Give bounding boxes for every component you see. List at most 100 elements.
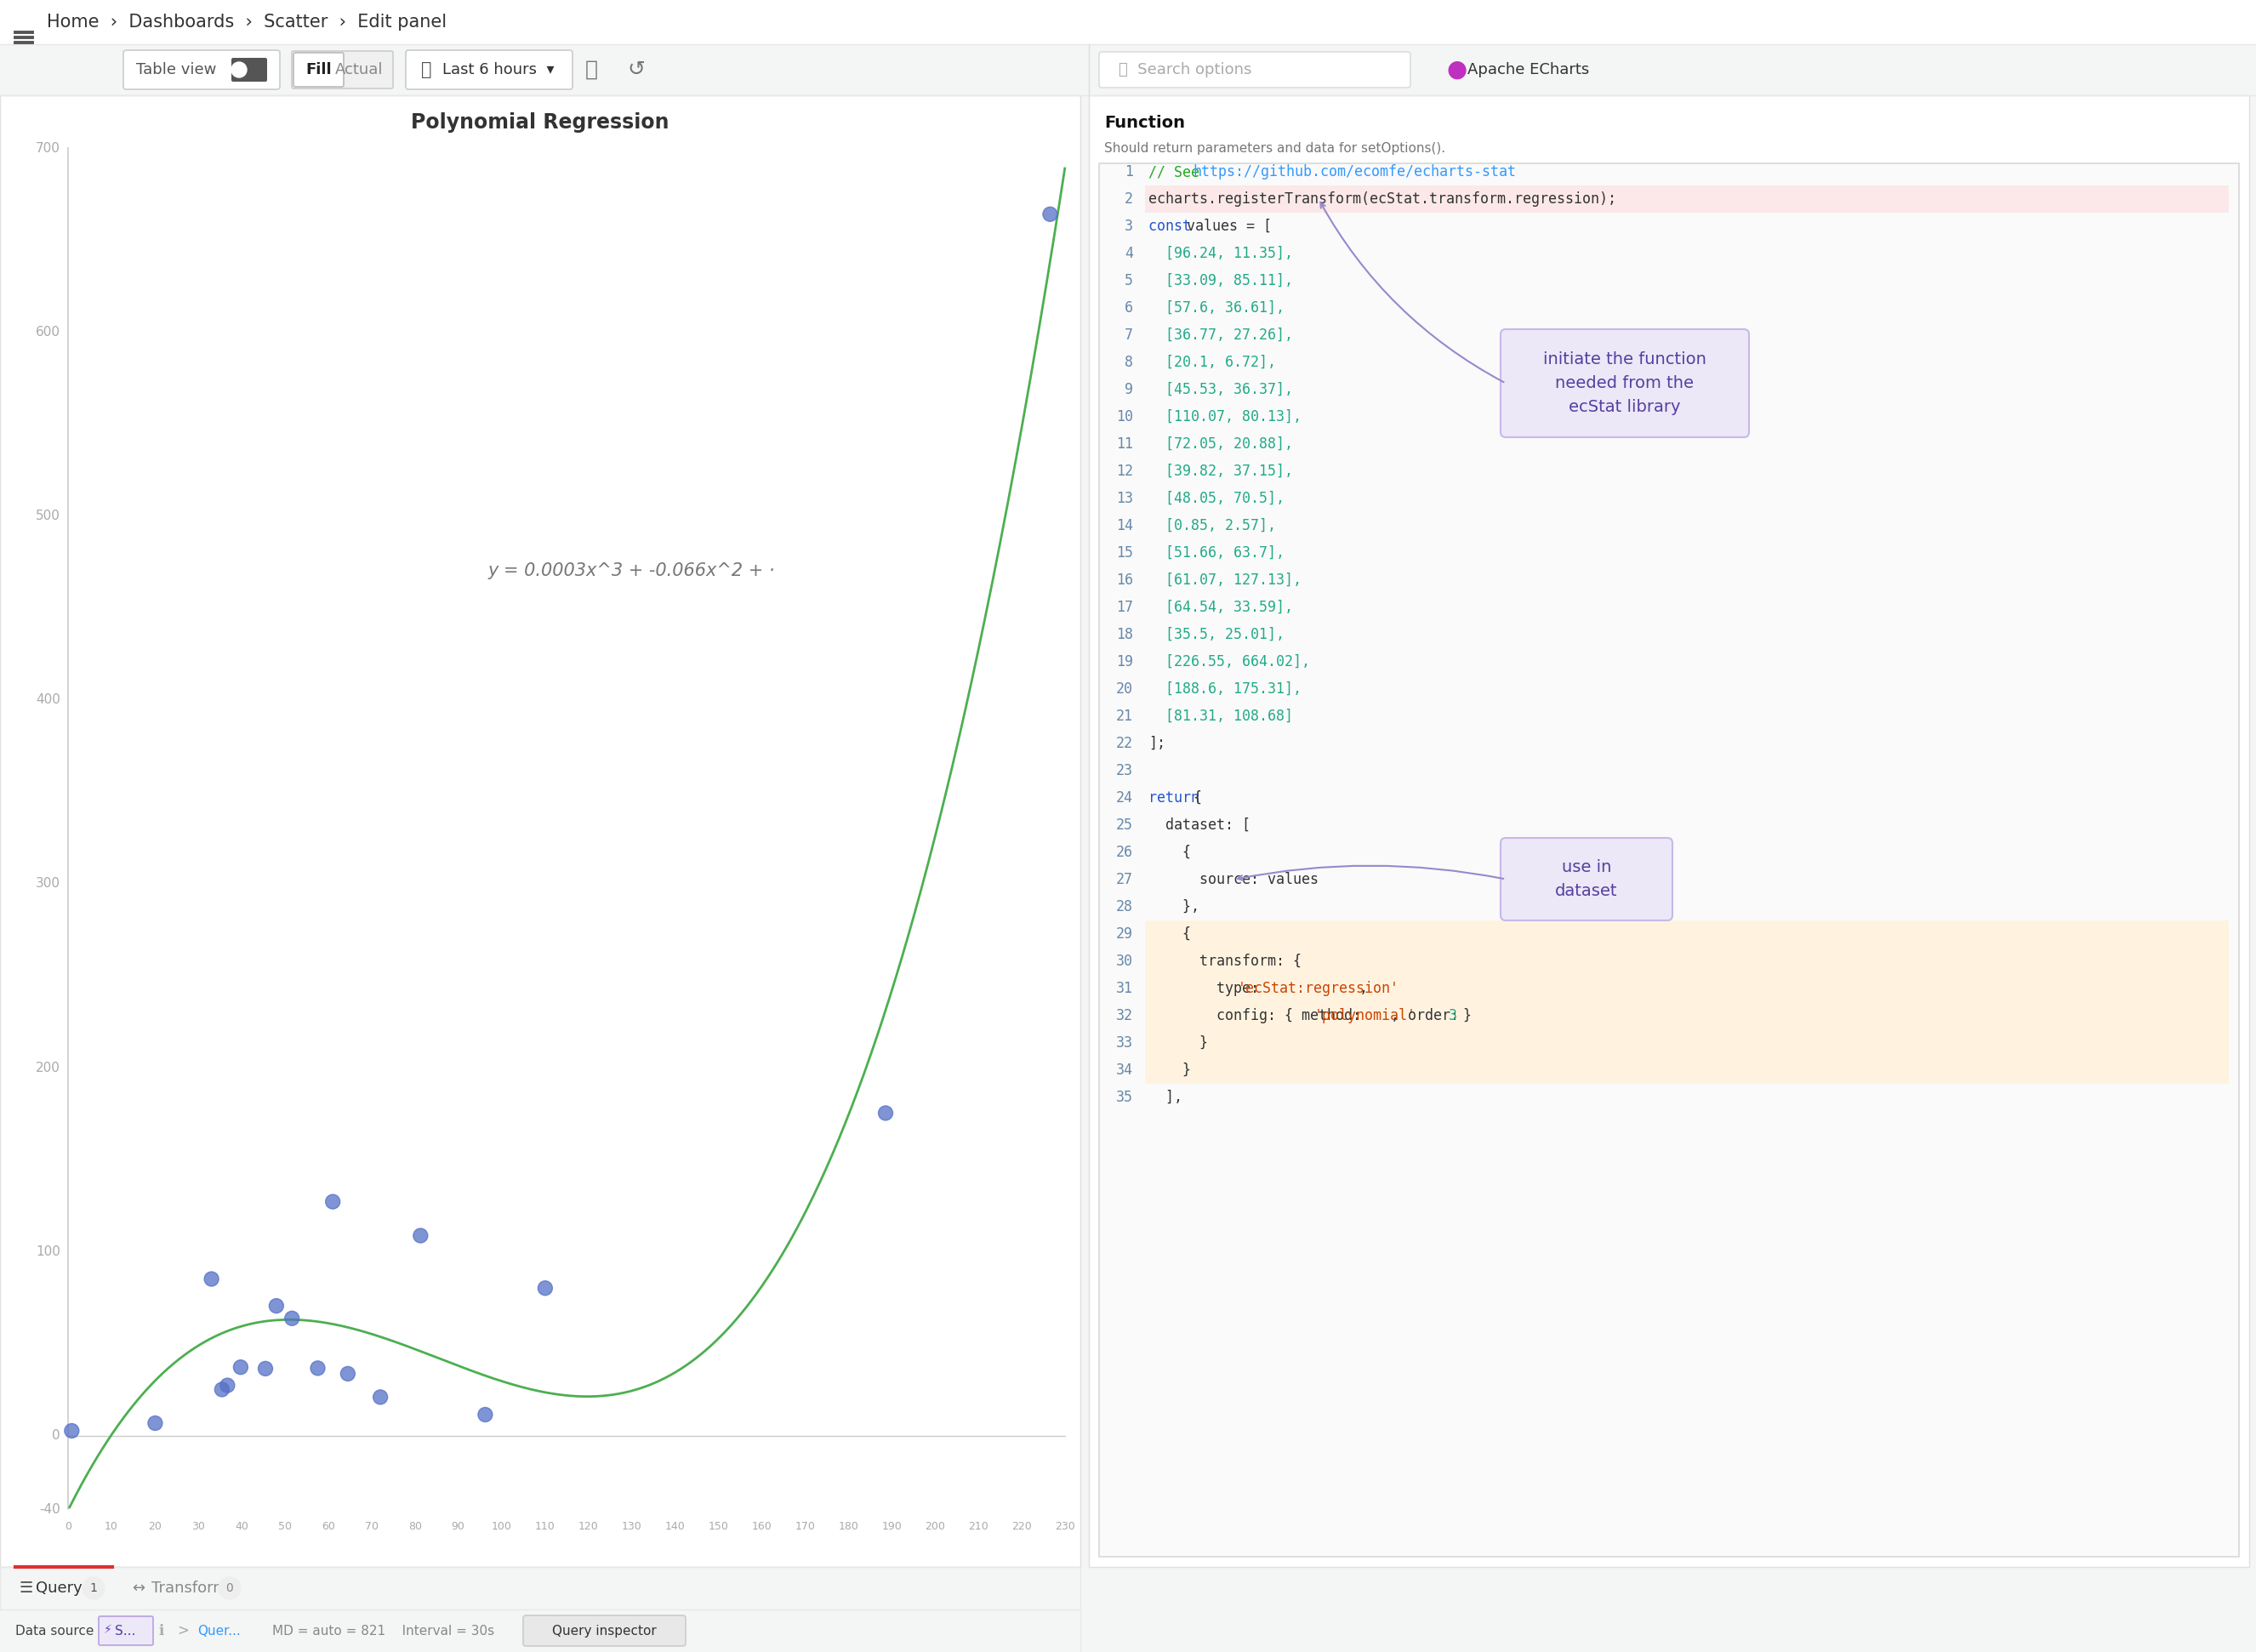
Circle shape bbox=[149, 1416, 162, 1431]
Circle shape bbox=[413, 1229, 429, 1242]
Text: Actual: Actual bbox=[334, 63, 384, 78]
Text: 210: 210 bbox=[968, 1521, 988, 1531]
Bar bbox=[1146, 1057, 2229, 1084]
Text: 🔍  Search options: 🔍 Search options bbox=[1119, 63, 1252, 78]
Text: 40: 40 bbox=[235, 1521, 248, 1531]
FancyBboxPatch shape bbox=[291, 51, 393, 89]
Circle shape bbox=[878, 1105, 893, 1120]
Text: 4: 4 bbox=[1123, 246, 1133, 261]
Circle shape bbox=[83, 1578, 104, 1599]
Text: MD = auto = 821    Interval = 30s: MD = auto = 821 Interval = 30s bbox=[273, 1624, 494, 1637]
Text: 31: 31 bbox=[1117, 981, 1133, 996]
Text: 'polynomial': 'polynomial' bbox=[1315, 1008, 1417, 1023]
FancyBboxPatch shape bbox=[124, 50, 280, 89]
Text: ℹ: ℹ bbox=[158, 1622, 165, 1639]
Text: Transform: Transform bbox=[151, 1581, 228, 1596]
Text: 17: 17 bbox=[1117, 600, 1133, 615]
Text: 16: 16 bbox=[1117, 573, 1133, 588]
Circle shape bbox=[1042, 206, 1058, 221]
Text: source: values: source: values bbox=[1148, 872, 1318, 887]
Circle shape bbox=[268, 1298, 284, 1313]
Text: S...: S... bbox=[115, 1624, 135, 1637]
Circle shape bbox=[257, 1361, 273, 1376]
Text: 22: 22 bbox=[1117, 735, 1133, 752]
Text: [72.05, 20.88],: [72.05, 20.88], bbox=[1148, 436, 1293, 451]
Bar bbox=[1146, 185, 2229, 213]
Text: [61.07, 127.13],: [61.07, 127.13], bbox=[1148, 573, 1302, 588]
Text: 180: 180 bbox=[839, 1521, 860, 1531]
Text: values = [: values = [ bbox=[1187, 218, 1272, 235]
FancyBboxPatch shape bbox=[99, 1616, 153, 1645]
Circle shape bbox=[372, 1389, 388, 1404]
Circle shape bbox=[232, 1360, 248, 1374]
Text: {: { bbox=[1193, 790, 1202, 806]
Text: ],: ], bbox=[1148, 1090, 1182, 1105]
Text: [226.55, 664.02],: [226.55, 664.02], bbox=[1148, 654, 1311, 669]
Text: [64.54, 33.59],: [64.54, 33.59], bbox=[1148, 600, 1293, 615]
Text: 25: 25 bbox=[1117, 818, 1133, 833]
FancyBboxPatch shape bbox=[293, 53, 343, 88]
Circle shape bbox=[325, 1194, 341, 1209]
Bar bbox=[1146, 1029, 2229, 1057]
Bar bbox=[0, 45, 2256, 96]
Circle shape bbox=[205, 1272, 219, 1287]
Text: {: { bbox=[1148, 844, 1191, 861]
Text: transform: {: transform: { bbox=[1148, 953, 1302, 970]
Text: use in
dataset: use in dataset bbox=[1554, 859, 1618, 899]
Bar bbox=[0, 96, 1081, 1568]
Text: >: > bbox=[176, 1622, 190, 1639]
Text: type:: type: bbox=[1148, 981, 1268, 996]
Text: 12: 12 bbox=[1117, 464, 1133, 479]
Text: 26: 26 bbox=[1117, 844, 1133, 861]
Text: 0: 0 bbox=[226, 1583, 232, 1594]
Text: }: } bbox=[1148, 1036, 1207, 1051]
Text: 13: 13 bbox=[1117, 491, 1133, 506]
Text: ];: ]; bbox=[1148, 735, 1166, 752]
Text: 170: 170 bbox=[794, 1521, 814, 1531]
Text: , order:: , order: bbox=[1392, 1008, 1466, 1023]
Text: 200: 200 bbox=[36, 1061, 61, 1074]
Text: [35.5, 25.01],: [35.5, 25.01], bbox=[1148, 628, 1284, 643]
Text: [110.07, 80.13],: [110.07, 80.13], bbox=[1148, 410, 1302, 425]
Text: 24: 24 bbox=[1117, 790, 1133, 806]
Text: [81.31, 108.68]: [81.31, 108.68] bbox=[1148, 709, 1293, 724]
Text: ☰: ☰ bbox=[18, 1581, 32, 1596]
Bar bbox=[1099, 164, 2238, 1556]
Text: 100: 100 bbox=[492, 1521, 512, 1531]
Circle shape bbox=[232, 63, 246, 78]
Text: ↔: ↔ bbox=[131, 1581, 144, 1596]
Text: Quer...: Quer... bbox=[196, 1624, 241, 1637]
Text: ,: , bbox=[1358, 981, 1367, 996]
FancyBboxPatch shape bbox=[1500, 838, 1672, 920]
Text: 11: 11 bbox=[1117, 436, 1133, 451]
Text: 28: 28 bbox=[1117, 899, 1133, 915]
Circle shape bbox=[219, 1578, 241, 1599]
FancyBboxPatch shape bbox=[406, 50, 573, 89]
Text: Home  ›  Dashboards  ›  Scatter  ›  Edit panel: Home › Dashboards › Scatter › Edit panel bbox=[47, 13, 447, 31]
Text: 230: 230 bbox=[1056, 1521, 1076, 1531]
Text: 90: 90 bbox=[451, 1521, 465, 1531]
Bar bbox=[0, 0, 2256, 45]
Text: 60: 60 bbox=[320, 1521, 334, 1531]
Text: dataset: [: dataset: [ bbox=[1148, 818, 1250, 833]
Text: [51.66, 63.7],: [51.66, 63.7], bbox=[1148, 545, 1284, 560]
Text: ●: ● bbox=[1446, 58, 1466, 81]
Text: 220: 220 bbox=[1011, 1521, 1031, 1531]
Text: 10: 10 bbox=[1117, 410, 1133, 425]
Text: ↺: ↺ bbox=[627, 59, 645, 79]
Text: 200: 200 bbox=[925, 1521, 945, 1531]
Text: ⚡: ⚡ bbox=[104, 1624, 113, 1635]
Text: 1: 1 bbox=[1123, 164, 1133, 180]
Text: 500: 500 bbox=[36, 509, 61, 522]
Circle shape bbox=[221, 1378, 235, 1393]
Bar bbox=[0, 1609, 1081, 1652]
Bar bbox=[1146, 1003, 2229, 1029]
Text: 18: 18 bbox=[1117, 628, 1133, 643]
Text: 600: 600 bbox=[36, 325, 61, 339]
Text: 400: 400 bbox=[36, 694, 61, 705]
Text: Data source: Data source bbox=[16, 1624, 95, 1637]
Text: 3: 3 bbox=[1123, 218, 1133, 235]
Text: 33: 33 bbox=[1117, 1036, 1133, 1051]
FancyBboxPatch shape bbox=[1099, 51, 1410, 88]
Text: 6: 6 bbox=[1123, 301, 1133, 316]
